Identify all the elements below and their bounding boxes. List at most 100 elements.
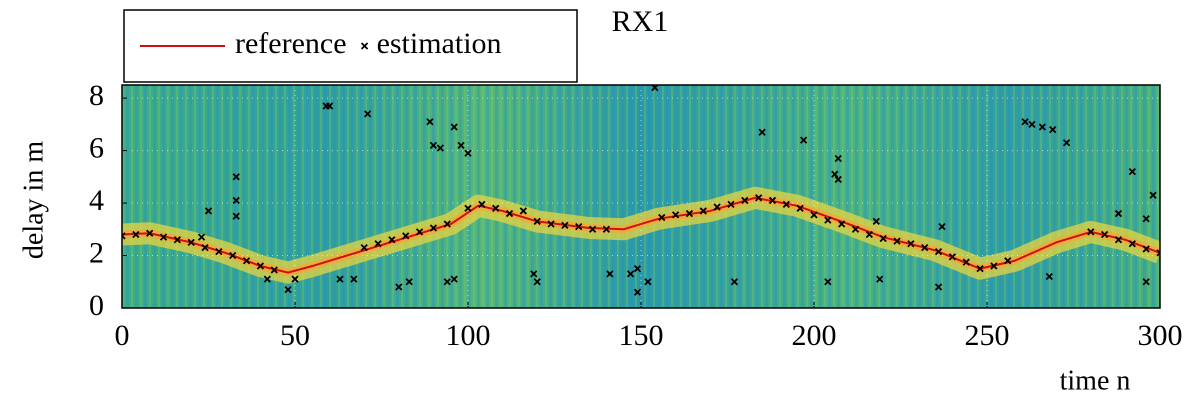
estimation-marker (464, 149, 472, 157)
y-tick-label: 4 (89, 184, 104, 217)
estimation-marker (547, 220, 555, 228)
y-tick-label: 8 (89, 79, 104, 112)
estimation-marker (232, 212, 240, 220)
estimation-marker (415, 228, 424, 236)
estimation-marker (755, 194, 763, 202)
estimation-marker (602, 225, 611, 233)
estimation-marker (671, 211, 680, 219)
data (122, 85, 1160, 296)
estimation-marker (1114, 209, 1123, 218)
estimation-marker (990, 262, 998, 270)
estimation-marker (713, 203, 721, 211)
estimation-marker (405, 278, 413, 286)
estimation-marker (450, 275, 458, 283)
legend-label: estimation (377, 27, 502, 60)
estimation-marker (834, 154, 842, 163)
estimation-marker (201, 244, 209, 252)
estimation-marker (934, 283, 943, 291)
x-tick-label: 200 (792, 319, 837, 352)
estimation-marker (907, 240, 915, 248)
heatmap (122, 85, 1160, 308)
estimation-marker (758, 128, 766, 136)
legend-marker (360, 42, 369, 50)
estimation-marker (1049, 125, 1057, 134)
estimation-marker (159, 233, 168, 241)
x-tick-label: 50 (280, 319, 310, 352)
estimation-marker (426, 118, 434, 126)
estimation-marker (464, 204, 472, 212)
estimation-marker (921, 244, 929, 252)
estimation-marker (824, 278, 832, 286)
estimation-marker (810, 211, 818, 219)
estimation-marker (492, 204, 500, 212)
estimation-marker (644, 278, 652, 286)
estimation-marker (824, 216, 832, 224)
estimation-marker (1156, 249, 1160, 257)
estimation-marker (633, 265, 642, 273)
estimation-marker (730, 278, 739, 286)
estimation-marker (197, 233, 206, 241)
estimation-marker (242, 257, 251, 265)
estimation-marker (291, 275, 299, 283)
estimation-marker (284, 285, 292, 294)
estimation-marker (173, 236, 181, 244)
estimation-marker (325, 102, 334, 110)
estimation-marker (1028, 120, 1036, 128)
estimation-marker (1021, 118, 1029, 126)
estimation-marker (865, 230, 873, 239)
estimation-marker (395, 283, 403, 291)
estimation-marker (1142, 278, 1150, 286)
x-axis-label: time n (1060, 365, 1131, 396)
estimation-marker (699, 207, 707, 215)
y-tick-label: 6 (89, 131, 104, 164)
estimation-marker (834, 175, 842, 184)
estimation-marker (872, 217, 880, 226)
y-axis-label: delay in m (18, 141, 49, 259)
estimation-marker (256, 262, 265, 270)
legend-label: reference (235, 27, 347, 60)
estimation-marker (336, 275, 344, 283)
estimation-marker (1087, 228, 1095, 236)
y-tick-label: 2 (89, 236, 104, 269)
estimation-marker (606, 270, 614, 278)
legend: reference estimation (140, 27, 502, 60)
estimation-marker (727, 200, 735, 209)
estimation-marker (893, 237, 901, 245)
estimation-marker (215, 247, 223, 256)
estimation-marker (429, 141, 438, 149)
estimation-marker (443, 278, 451, 286)
estimation-marker (1128, 167, 1136, 176)
estimation-marker (1114, 236, 1123, 244)
estimation-marker (934, 247, 943, 256)
estimation-marker (263, 275, 271, 283)
estimation-marker (1101, 230, 1109, 239)
estimation-marker (519, 207, 527, 215)
estimation-marker (388, 236, 396, 244)
estimation-marker (588, 225, 597, 233)
estimation-marker (533, 278, 541, 286)
estimation-marker (364, 110, 372, 118)
estimation-marker (796, 204, 804, 212)
estimation-marker (838, 220, 846, 228)
estimation-marker (633, 288, 642, 296)
estimation-marker (741, 196, 749, 205)
estimation-marker (457, 141, 465, 149)
estimation-marker (443, 220, 451, 228)
estimation-marker (626, 270, 635, 278)
estimation-marker (436, 144, 444, 152)
estimation-marker (1062, 139, 1071, 147)
x-tick-label: 250 (965, 319, 1010, 352)
estimation-marker (1045, 272, 1053, 281)
estimation-marker (533, 217, 541, 226)
estimation-marker (232, 196, 240, 205)
x-tick-label: 150 (619, 319, 664, 352)
estimation-marker (232, 173, 240, 181)
estimation-marker (478, 200, 486, 209)
estimation-marker (229, 251, 237, 260)
estimation-marker (1128, 240, 1136, 248)
estimation-marker (360, 244, 368, 252)
estimation-marker (831, 170, 839, 178)
estimation-marker (938, 223, 946, 231)
estimation-marker (505, 209, 514, 218)
